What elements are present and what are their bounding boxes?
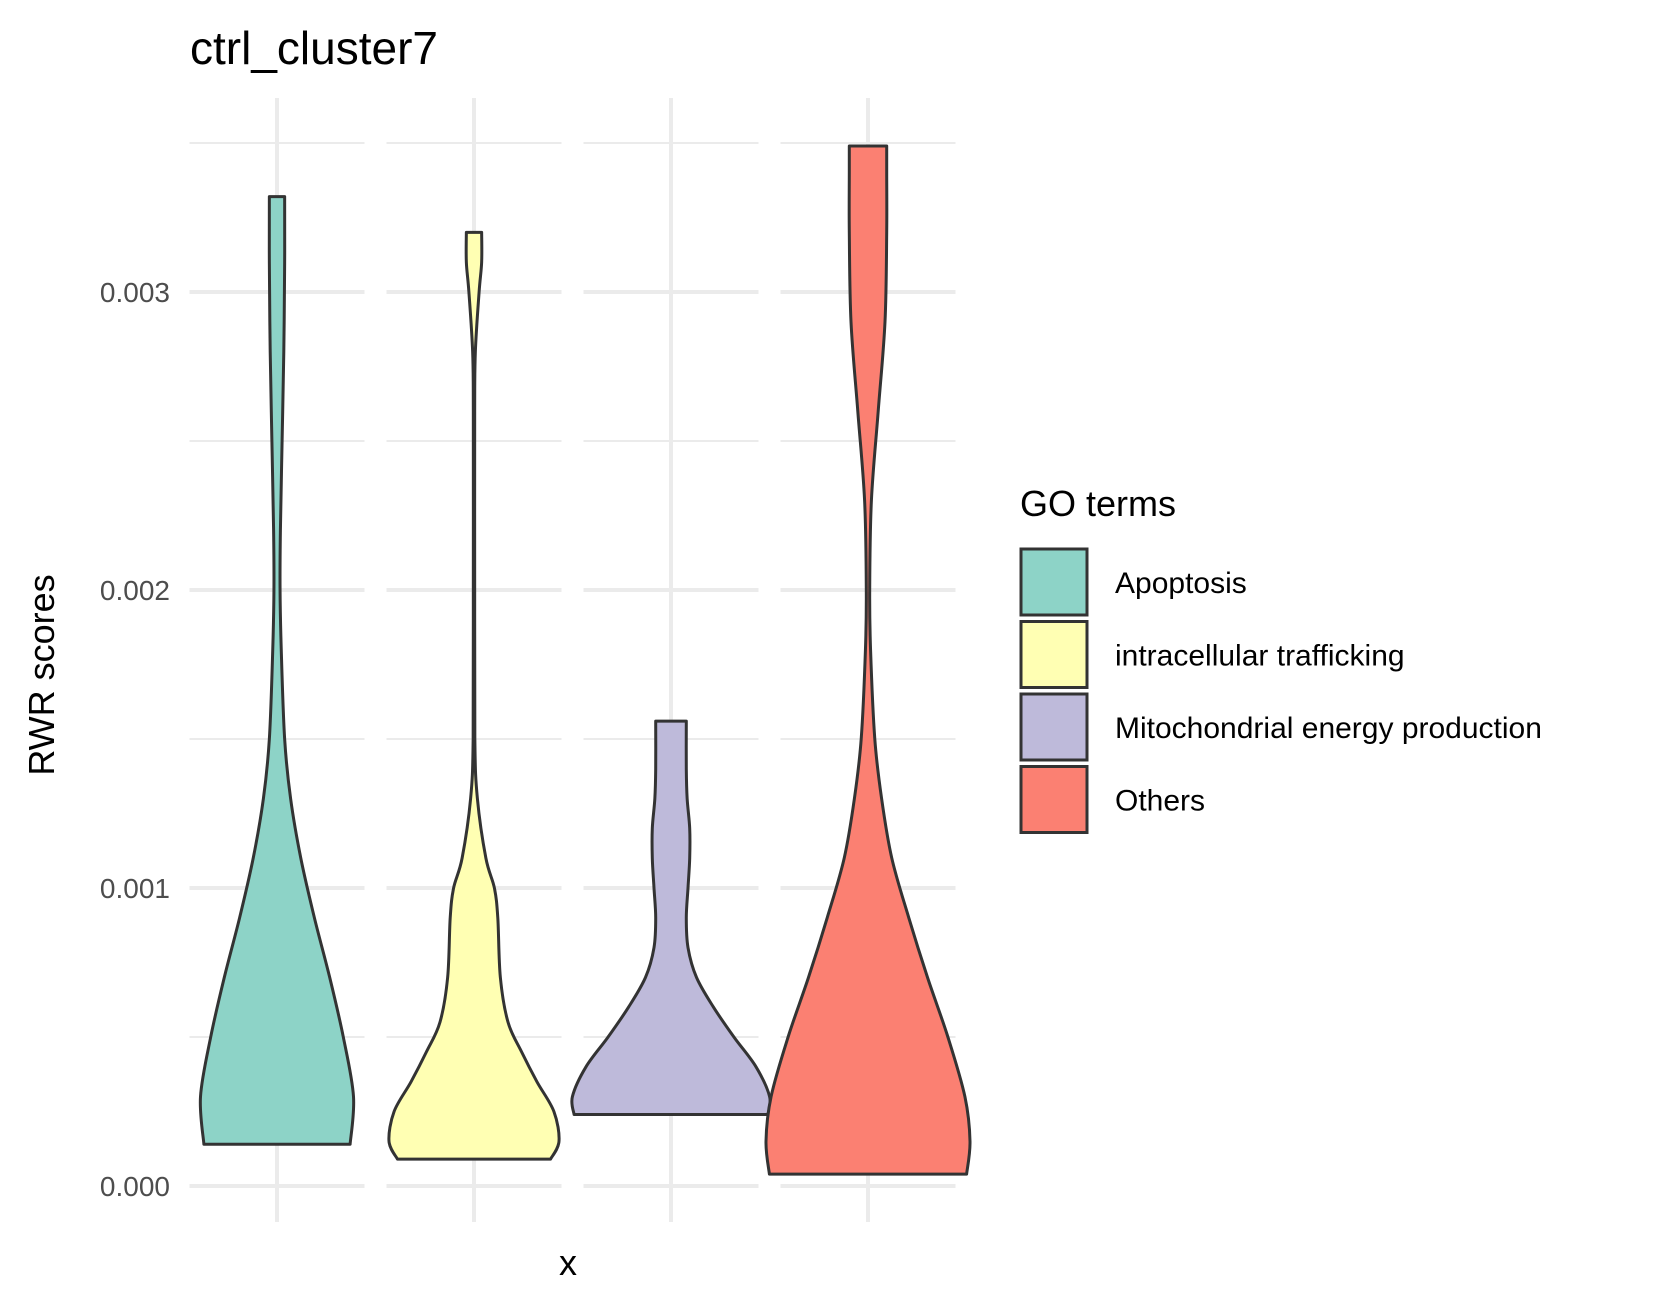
legend-label: Apoptosis [1115, 567, 1247, 600]
violin-others [764, 144, 972, 1176]
legend-items: Apoptosis intracellular trafficking Mitoch… [1019, 547, 1542, 834]
violin-layer [198, 144, 972, 1176]
legend-label: Others [1115, 785, 1205, 818]
violin-intracellular-trafficking [387, 230, 561, 1161]
legend-key [1019, 765, 1089, 834]
y-tick-label: 0.003 [100, 277, 170, 308]
legend: GO terms Apoptosis intracellular traffick… [1019, 483, 1542, 834]
legend-title: GO terms [1020, 483, 1176, 524]
y-axis-title: RWR scores [21, 574, 62, 775]
y-tick-labels: 0.000 0.001 0.002 0.003 [100, 277, 170, 1202]
violin-apoptosis [198, 195, 356, 1146]
legend-key [1019, 692, 1089, 762]
legend-label: intracellular trafficking [1115, 640, 1405, 673]
x-axis-title: x [559, 1242, 577, 1283]
legend-key [1019, 620, 1089, 689]
violin-mitochondrial-energy-production [570, 719, 772, 1116]
legend-key [1019, 547, 1089, 617]
y-tick-label: 0.002 [100, 575, 170, 606]
legend-label: Mitochondrial energy production [1115, 712, 1542, 745]
chart-title: ctrl_cluster7 [190, 22, 438, 74]
y-tick-label: 0.000 [100, 1171, 170, 1202]
y-tick-label: 0.001 [100, 873, 170, 904]
